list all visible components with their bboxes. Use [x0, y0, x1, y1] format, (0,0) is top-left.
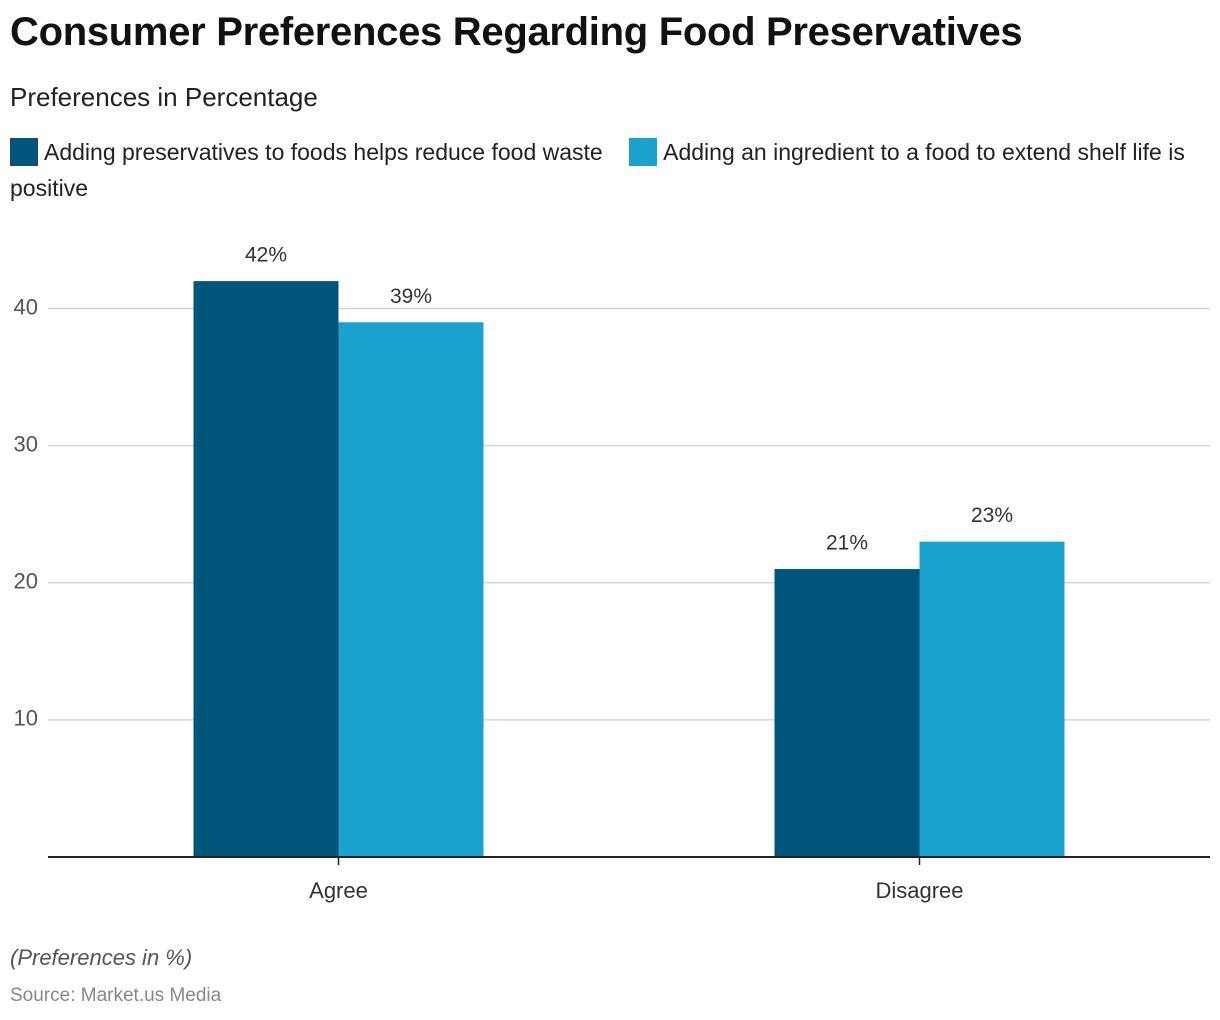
bar: [919, 541, 1065, 857]
y-tick-label: 30: [14, 431, 38, 456]
value-label: 23%: [971, 504, 1013, 527]
x-tick-label: Agree: [309, 878, 368, 903]
note: (Preferences in %): [10, 945, 193, 970]
legend-item: Adding preservatives to foods helps redu…: [10, 138, 603, 166]
value-label: 39%: [390, 285, 432, 308]
x-tick-label: Disagree: [875, 878, 963, 903]
legend: Adding preservatives to foods helps redu…: [10, 134, 1215, 206]
legend-item: Adding an ingredient to a food to extend…: [10, 138, 1185, 201]
y-tick-label: 20: [14, 569, 38, 594]
chart-subtitle: Preferences in Percentage: [10, 82, 318, 112]
legend-label: Adding preservatives to foods helps redu…: [44, 139, 603, 165]
bar: [338, 322, 484, 857]
legend-swatch: [629, 138, 658, 166]
legend-swatch: [10, 138, 38, 166]
y-tick-label: 40: [14, 294, 38, 319]
bar: [774, 569, 920, 857]
chart-title: Consumer Preferences Regarding Food Pres…: [10, 10, 1023, 54]
y-tick-label: 10: [14, 706, 38, 731]
legend-label: Adding an ingredient to a food to extend…: [10, 139, 1185, 201]
bar: [193, 281, 339, 858]
value-label: 21%: [826, 532, 868, 555]
value-label: 42%: [245, 244, 287, 267]
source: Source: Market.us Media: [10, 985, 222, 1006]
